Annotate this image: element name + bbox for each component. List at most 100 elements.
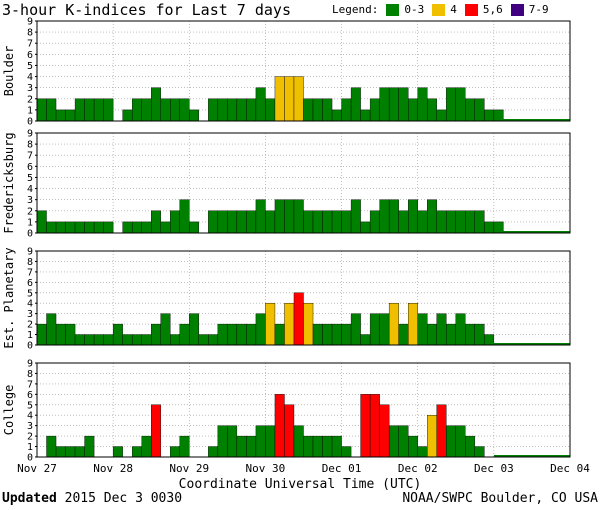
bar bbox=[236, 210, 247, 234]
y-tick-label: 7 bbox=[27, 39, 33, 50]
bar bbox=[331, 109, 342, 122]
y-tick-label: 9 bbox=[27, 359, 33, 370]
bar bbox=[407, 303, 418, 346]
panel-station-label: Boulder bbox=[2, 46, 16, 97]
bar bbox=[74, 98, 85, 122]
bar bbox=[74, 221, 85, 234]
panel-station-label: Est. Planetary bbox=[2, 247, 16, 348]
panel-frame bbox=[36, 250, 571, 346]
bar bbox=[493, 109, 504, 122]
x-tick-label: Dec 02 bbox=[398, 462, 438, 475]
bar bbox=[265, 98, 276, 122]
legend-swatch-purple bbox=[510, 3, 524, 16]
bar bbox=[74, 334, 85, 346]
y-tick-label: 5 bbox=[27, 173, 33, 184]
bar bbox=[436, 109, 447, 122]
bar bbox=[388, 303, 399, 346]
legend-item-5-6: 5,6 bbox=[464, 3, 503, 16]
y-tick-label: 4 bbox=[27, 184, 33, 195]
bar bbox=[322, 98, 333, 122]
legend-item-0-3: 0-3 bbox=[386, 3, 424, 16]
k-index-chart: 0123456789Boulder0123456789Fredericksbur… bbox=[2, 17, 590, 476]
y-tick-label: 3 bbox=[27, 83, 33, 94]
y-tick-label: 1 bbox=[27, 105, 33, 116]
bar bbox=[360, 109, 371, 122]
bar bbox=[189, 221, 200, 234]
bar bbox=[398, 425, 409, 458]
bar bbox=[293, 76, 304, 122]
bar bbox=[484, 334, 495, 346]
bar bbox=[379, 313, 390, 346]
bar bbox=[208, 334, 219, 346]
bar bbox=[217, 323, 228, 346]
bar bbox=[407, 98, 418, 122]
bar bbox=[303, 435, 314, 458]
bar bbox=[303, 210, 314, 234]
bar bbox=[55, 221, 66, 234]
bar bbox=[369, 313, 380, 346]
legend-label: Legend: bbox=[332, 3, 379, 16]
bar bbox=[284, 303, 295, 346]
bar bbox=[179, 323, 190, 346]
legend-text: 0-3 bbox=[404, 3, 425, 16]
y-tick-label: 8 bbox=[27, 28, 33, 39]
bar bbox=[55, 109, 66, 122]
bar bbox=[265, 210, 276, 234]
bar bbox=[341, 210, 352, 234]
bar bbox=[84, 435, 95, 458]
bar bbox=[312, 98, 323, 122]
panel-frame bbox=[36, 132, 571, 234]
bar bbox=[388, 425, 399, 458]
legend: Legend: 0-3 4 5,6 7-9 bbox=[332, 3, 549, 16]
bar bbox=[227, 98, 238, 122]
bar bbox=[255, 199, 266, 234]
legend-text: 4 bbox=[450, 3, 457, 16]
bar bbox=[293, 199, 304, 234]
bar bbox=[84, 334, 95, 346]
bar bbox=[341, 98, 352, 122]
bar bbox=[246, 435, 257, 458]
bar bbox=[474, 210, 485, 234]
bar bbox=[427, 98, 437, 122]
x-tick-label: Dec 01 bbox=[322, 462, 362, 475]
bar bbox=[160, 98, 171, 122]
legend-swatch-red bbox=[464, 3, 478, 16]
bar bbox=[293, 292, 304, 346]
y-tick-label: 5 bbox=[27, 400, 33, 411]
bar bbox=[65, 109, 76, 122]
bar bbox=[141, 334, 152, 346]
bar bbox=[141, 221, 152, 234]
bar bbox=[350, 199, 361, 234]
x-tick-label: Nov 30 bbox=[246, 462, 286, 475]
bar bbox=[227, 323, 238, 346]
bar bbox=[455, 87, 466, 122]
bar bbox=[465, 323, 476, 346]
legend-item-7-9: 7-9 bbox=[510, 3, 549, 16]
bar bbox=[179, 199, 190, 234]
panel-station-label: Fredericksburg bbox=[2, 132, 16, 233]
bar bbox=[217, 210, 228, 234]
legend-text: 5,6 bbox=[482, 3, 503, 16]
bar bbox=[112, 446, 123, 458]
bar bbox=[417, 210, 428, 234]
y-tick-label: 5 bbox=[27, 288, 33, 299]
bar bbox=[84, 98, 95, 122]
bar bbox=[217, 425, 228, 458]
bar bbox=[141, 98, 152, 122]
bar bbox=[74, 446, 85, 458]
y-tick-label: 6 bbox=[27, 50, 33, 61]
bar bbox=[227, 210, 238, 234]
bar bbox=[160, 313, 171, 346]
bar bbox=[312, 323, 323, 346]
bar bbox=[331, 210, 342, 234]
bar bbox=[369, 394, 380, 458]
y-tick-label: 9 bbox=[27, 247, 33, 258]
bar bbox=[446, 210, 456, 234]
bar bbox=[398, 87, 409, 122]
y-tick-label: 0 bbox=[27, 229, 33, 240]
bar bbox=[189, 313, 200, 346]
bar bbox=[312, 435, 323, 458]
y-tick-label: 9 bbox=[27, 17, 33, 28]
